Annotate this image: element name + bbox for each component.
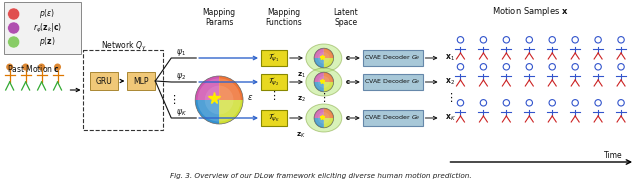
Wedge shape <box>195 100 219 124</box>
Circle shape <box>318 76 330 88</box>
Ellipse shape <box>306 68 342 96</box>
Wedge shape <box>195 76 219 100</box>
Text: $\mathcal{T}_{\psi_1}$: $\mathcal{T}_{\psi_1}$ <box>268 52 280 64</box>
Text: $\mathbf{x}_K$: $\mathbf{x}_K$ <box>445 113 456 123</box>
Text: ⋮: ⋮ <box>445 93 456 103</box>
FancyBboxPatch shape <box>90 72 118 90</box>
Text: CVAE Decoder $G_\theta$: CVAE Decoder $G_\theta$ <box>364 54 421 62</box>
Text: $\mathbf{x}_1$: $\mathbf{x}_1$ <box>445 53 454 63</box>
Text: GRU: GRU <box>96 76 113 86</box>
Text: Time: Time <box>604 151 623 161</box>
Circle shape <box>22 64 29 70</box>
FancyBboxPatch shape <box>261 110 287 126</box>
Circle shape <box>315 109 333 127</box>
Circle shape <box>318 112 330 124</box>
Text: Network $Q_\gamma$: Network $Q_\gamma$ <box>100 39 146 53</box>
Circle shape <box>198 78 241 122</box>
Text: $\mathbf{z}_K$: $\mathbf{z}_K$ <box>296 130 306 140</box>
Wedge shape <box>314 118 324 128</box>
Text: $\psi_K$: $\psi_K$ <box>176 108 187 118</box>
Wedge shape <box>314 48 324 58</box>
Ellipse shape <box>306 104 342 132</box>
Text: Mapping
Params: Mapping Params <box>202 8 236 27</box>
Circle shape <box>8 8 20 20</box>
Text: ⋮: ⋮ <box>318 93 330 103</box>
Circle shape <box>8 36 20 48</box>
Text: $\mathcal{T}_{\psi_K}$: $\mathcal{T}_{\psi_K}$ <box>268 112 280 124</box>
Circle shape <box>318 52 330 64</box>
Text: $r_\varphi(\mathbf{z}_k|\mathbf{c})$: $r_\varphi(\mathbf{z}_k|\mathbf{c})$ <box>33 21 62 35</box>
FancyBboxPatch shape <box>363 74 422 90</box>
Text: Fig. 3. Overview of our DLow framework eliciting diverse human motion prediction: Fig. 3. Overview of our DLow framework e… <box>170 173 472 179</box>
Circle shape <box>8 22 20 34</box>
Text: Latent
Space: Latent Space <box>333 8 358 27</box>
Wedge shape <box>314 58 324 68</box>
Wedge shape <box>219 76 243 100</box>
Circle shape <box>205 86 234 114</box>
Wedge shape <box>219 100 243 124</box>
Text: CVAE Decoder $G_\theta$: CVAE Decoder $G_\theta$ <box>364 114 421 122</box>
Wedge shape <box>324 48 333 58</box>
Text: Mapping
Functions: Mapping Functions <box>266 8 302 27</box>
Wedge shape <box>324 108 333 118</box>
Circle shape <box>315 49 333 67</box>
Wedge shape <box>314 108 324 118</box>
Text: MLP: MLP <box>134 76 149 86</box>
FancyBboxPatch shape <box>363 110 422 126</box>
Circle shape <box>54 64 61 70</box>
Circle shape <box>6 64 13 70</box>
Text: $p(\mathbf{z})$: $p(\mathbf{z})$ <box>39 35 56 48</box>
Text: ⋮: ⋮ <box>168 95 179 105</box>
Text: $\varepsilon$: $\varepsilon$ <box>247 92 253 102</box>
Wedge shape <box>314 72 324 82</box>
Text: $\mathbf{c}$: $\mathbf{c}$ <box>345 54 351 62</box>
Wedge shape <box>324 72 333 82</box>
Text: $\mathbf{x}_2$: $\mathbf{x}_2$ <box>445 77 454 87</box>
Wedge shape <box>314 82 324 92</box>
Wedge shape <box>324 58 333 68</box>
Text: $\psi_2$: $\psi_2$ <box>176 72 186 82</box>
Text: $\mathcal{T}_{\psi_2}$: $\mathcal{T}_{\psi_2}$ <box>268 76 280 88</box>
FancyBboxPatch shape <box>4 2 81 54</box>
Text: $\psi_1$: $\psi_1$ <box>176 48 186 58</box>
FancyBboxPatch shape <box>363 50 422 66</box>
Text: $\mathbf{z}_2$: $\mathbf{z}_2$ <box>296 94 305 104</box>
Text: Motion Samples $\mathbf{x}$: Motion Samples $\mathbf{x}$ <box>492 5 569 18</box>
Text: CVAE Decoder $G_\theta$: CVAE Decoder $G_\theta$ <box>364 78 421 86</box>
Text: $\mathbf{c}$: $\mathbf{c}$ <box>345 114 351 122</box>
FancyBboxPatch shape <box>261 50 287 66</box>
Wedge shape <box>324 118 333 128</box>
Circle shape <box>38 64 45 70</box>
Text: $p(\varepsilon)$: $p(\varepsilon)$ <box>40 7 56 21</box>
Text: $\mathbf{z}_1$: $\mathbf{z}_1$ <box>296 70 305 80</box>
Circle shape <box>315 73 333 91</box>
FancyBboxPatch shape <box>127 72 156 90</box>
FancyBboxPatch shape <box>261 74 287 90</box>
Text: $\mathbf{c}$: $\mathbf{c}$ <box>345 78 351 86</box>
Text: ⋮: ⋮ <box>268 91 280 101</box>
Wedge shape <box>324 82 333 92</box>
Ellipse shape <box>306 44 342 72</box>
Text: Past Motion $\mathbf{c}$: Past Motion $\mathbf{c}$ <box>7 62 60 74</box>
